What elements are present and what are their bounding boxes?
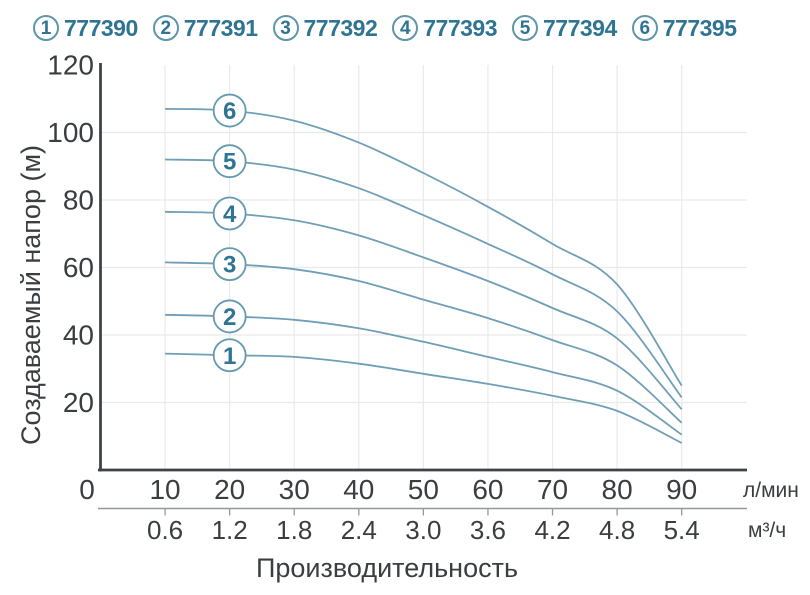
x-tick-label-m3h: 2.4 (341, 515, 377, 545)
x-tick-label-m3h: 5.4 (664, 515, 700, 545)
x-tick-label-m3h: 3.6 (470, 515, 506, 545)
curve-label-circle-5 (212, 144, 247, 179)
legend-item-6: 6 777395 (631, 14, 737, 42)
x-tick-label-lmin: 50 (408, 474, 439, 505)
legend-item-5: 5 777394 (512, 15, 617, 42)
x-tick-label-m3h: 1.8 (276, 515, 312, 545)
curve-777392 (165, 261, 683, 424)
legend-item-2: 2 777391 (152, 14, 258, 42)
x-unit-lmin: л/мин (743, 479, 799, 502)
x-tick-label-m3h: 0.6 (147, 515, 183, 545)
y-tick-label: 100 (47, 117, 94, 148)
x-tick-label-lmin: 70 (537, 474, 568, 505)
curve-label-circle-6 (212, 93, 247, 128)
legend: 1 777390 2 777391 3 777392 4 777393 5 77… (33, 13, 737, 43)
x-tick-label-lmin: 20 (214, 474, 245, 505)
legend-number-badge: 4 (392, 15, 419, 41)
curve-label-number-5: 5 (223, 149, 236, 176)
legend-number: 5 (519, 17, 531, 39)
curve-label-circle-1 (212, 338, 247, 373)
curve-777390 (165, 352, 683, 444)
legend-item-3: 3 777392 (272, 14, 378, 42)
curve-label-circle-3 (212, 247, 247, 282)
curve-label-number-6: 6 (223, 98, 236, 125)
curve-label-circle-4 (212, 196, 247, 231)
x-tick-label-lmin: 40 (343, 474, 374, 505)
x-tick-label-lmin: 60 (472, 474, 503, 505)
legend-number: 6 (639, 17, 651, 39)
x-tick-label-lmin: 10 (149, 474, 180, 505)
y-tick-label: 60 (63, 252, 94, 283)
legend-item-4: 4 777393 (392, 15, 497, 42)
x-tick-label-lmin: 30 (279, 474, 310, 505)
legend-model-code: 777392 (303, 14, 378, 41)
legend-number-badge: 6 (631, 15, 658, 41)
legend-model-code: 777394 (543, 14, 617, 41)
curve-777391 (165, 313, 683, 436)
curve-label-number-1: 1 (223, 343, 236, 370)
x-tick-label-m3h: 4.2 (534, 515, 570, 545)
legend-number-badge: 2 (152, 15, 179, 41)
curve-777394 (165, 158, 683, 398)
legend-number: 1 (40, 17, 52, 39)
legend-number-badge: 5 (512, 15, 538, 41)
x-tick-label-m3h: 1.2 (212, 515, 248, 545)
x-tick-label-lmin: 90 (666, 474, 697, 505)
legend-number: 4 (399, 17, 411, 39)
legend-item-1: 1 777390 (33, 15, 138, 42)
y-tick-label: 80 (63, 185, 94, 216)
y-tick-label: 40 (63, 320, 94, 351)
x-unit-m3h: м³/ч (748, 519, 786, 542)
y-tick-label: 120 (47, 50, 94, 81)
x-tick-label-m3h: 4.8 (599, 515, 635, 545)
legend-model-code: 777391 (183, 14, 258, 41)
curve-label-circle-2 (212, 299, 247, 334)
x-tick-label-m3h: 3.0 (405, 515, 441, 545)
x-axis-title: Производительность (256, 553, 518, 583)
legend-number-badge: 3 (272, 15, 299, 41)
legend-number: 3 (280, 17, 291, 39)
curve-777393 (165, 210, 683, 410)
legend-number: 2 (160, 17, 172, 39)
legend-model-code: 777393 (423, 14, 497, 41)
y-axis-title: Создаваемый напор (м) (16, 145, 46, 445)
x-tick-label-lmin: 0 (79, 474, 95, 505)
y-tick-label: 20 (63, 387, 94, 418)
curve-777395 (165, 108, 683, 387)
legend-number-badge: 1 (33, 15, 59, 41)
curve-label-number-2: 2 (223, 304, 236, 331)
x-tick-label-lmin: 80 (602, 474, 633, 505)
legend-model-code: 777395 (662, 14, 737, 41)
curve-label-number-3: 3 (223, 252, 236, 279)
curve-label-number-4: 4 (223, 201, 237, 228)
legend-model-code: 777390 (64, 14, 138, 41)
